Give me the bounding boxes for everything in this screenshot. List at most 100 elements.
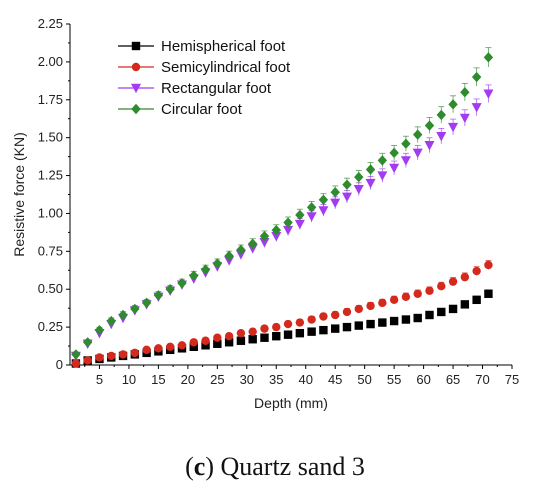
hemispherical-foot-point xyxy=(331,324,340,333)
hemispherical-foot-point xyxy=(437,307,446,317)
circular-foot-point xyxy=(436,109,446,121)
circular-foot-point xyxy=(259,230,270,242)
rectangular-foot-point xyxy=(400,156,411,166)
rectangular-foot-point xyxy=(259,238,270,248)
semicylindrical-foot-point xyxy=(130,348,140,358)
semicylindrical-foot-point xyxy=(142,345,151,355)
circular-foot-point xyxy=(212,258,223,269)
hemispherical-foot-point xyxy=(401,315,411,324)
semicylindrical-foot-point xyxy=(107,351,116,361)
semicylindrical-foot-point xyxy=(83,356,92,365)
semicylindrical-foot-point xyxy=(95,353,104,362)
semicylindrical-foot-point xyxy=(319,312,328,321)
caption-text: Quartz sand 3 xyxy=(213,452,365,481)
rectangular-foot-point xyxy=(412,148,423,159)
data-marks xyxy=(70,52,494,368)
circular-foot-point xyxy=(236,244,246,256)
semicylindrical-foot-point xyxy=(378,298,387,308)
semicylindrical-foot-point xyxy=(236,328,246,338)
semicylindrical-foot-point xyxy=(260,324,269,333)
circular-foot-point xyxy=(330,187,340,198)
y-tick-label: 0.25 xyxy=(38,319,63,334)
hemispherical-foot-point xyxy=(354,321,363,330)
hemispherical-foot-point xyxy=(425,310,434,320)
circular-foot-point xyxy=(153,290,164,301)
circular-foot-point xyxy=(130,303,140,315)
x-tick-label: 45 xyxy=(328,372,342,387)
semicylindrical-foot-point xyxy=(331,310,340,320)
hemispherical-foot-point xyxy=(389,316,399,326)
semicylindrical-foot-point xyxy=(389,295,399,305)
circular-foot-point xyxy=(165,284,175,295)
hemispherical-foot-point xyxy=(295,328,305,338)
caption-label: c xyxy=(193,452,206,481)
circular-foot-point xyxy=(271,224,281,236)
hemispherical-foot-point xyxy=(484,289,493,298)
y-tick-label: 2.25 xyxy=(38,16,63,31)
x-tick-label: 55 xyxy=(387,372,401,387)
x-tick-label: 40 xyxy=(298,372,312,387)
rectangular-foot-point xyxy=(341,192,352,202)
circular-foot-point xyxy=(141,297,152,309)
rectangular-foot-point xyxy=(365,178,376,189)
figure-caption: (c) Quartz sand 3 xyxy=(0,452,550,482)
circular-foot-point xyxy=(200,264,211,275)
y-tick-label: 0.75 xyxy=(38,243,63,258)
semicylindrical-foot-point xyxy=(248,327,257,336)
rectangular-foot-point xyxy=(283,225,294,236)
circular-foot-point xyxy=(295,209,305,221)
semicylindrical-foot-point xyxy=(413,289,422,298)
hemispherical-foot-point xyxy=(283,330,293,339)
hemispherical-foot-legend-marker xyxy=(131,41,141,51)
circular-foot-point xyxy=(189,270,199,281)
rectangular-foot-point xyxy=(306,212,317,222)
semicylindrical-foot-point xyxy=(472,266,481,276)
hemispherical-foot-point xyxy=(460,300,470,309)
hemispherical-foot-point xyxy=(378,318,387,327)
semicylindrical-foot-point xyxy=(295,318,305,327)
circular-foot-point xyxy=(94,324,105,336)
circular-foot-point xyxy=(224,250,234,262)
rectangular-foot-point xyxy=(377,171,388,181)
y-axis-title: Resistive force (KN) xyxy=(11,132,27,256)
hemispherical-foot-point xyxy=(224,338,234,347)
semicylindrical-foot-point xyxy=(366,301,375,311)
rectangular-foot-point xyxy=(471,103,482,113)
semicylindrical-foot-point xyxy=(177,341,187,350)
x-tick-label: 70 xyxy=(475,372,489,387)
rectangular-foot-point xyxy=(436,131,447,142)
rectangular-foot-point xyxy=(294,219,305,230)
semicylindrical-foot-point xyxy=(201,336,210,345)
circular-foot-point xyxy=(82,337,93,348)
hemispherical-foot-point xyxy=(260,333,269,342)
hemispherical-foot-point xyxy=(366,319,375,329)
rectangular-foot-point xyxy=(448,122,459,133)
y-tick-label: 2.00 xyxy=(38,54,63,69)
rectangular-foot-point xyxy=(459,113,470,124)
circular-foot-point xyxy=(106,315,116,327)
circular-foot-point xyxy=(471,71,482,83)
semicylindrical-foot-point xyxy=(307,315,316,324)
circular-foot-point xyxy=(460,87,470,98)
hemispherical-foot-point xyxy=(319,325,328,335)
circular-foot-point xyxy=(365,164,376,175)
circular-foot-legend-label: Circular foot xyxy=(161,101,243,118)
rectangular-foot-point xyxy=(483,89,494,99)
circular-foot-point xyxy=(118,309,128,321)
circular-foot-point xyxy=(448,99,458,110)
hemispherical-foot-point xyxy=(248,335,257,344)
x-tick-label: 30 xyxy=(240,372,254,387)
caption-close: ) xyxy=(205,452,214,481)
semicylindrical-foot-point xyxy=(213,333,222,342)
circular-foot-point xyxy=(306,202,317,213)
hemispherical-foot-point xyxy=(307,327,316,336)
x-tick-label: 65 xyxy=(446,372,460,387)
axes xyxy=(66,23,513,369)
rectangular-foot-point xyxy=(330,198,341,209)
rectangular-foot-point xyxy=(389,163,400,174)
hemispherical-foot-point xyxy=(201,341,210,350)
semicylindrical-foot-point xyxy=(224,332,234,341)
x-tick-label: 60 xyxy=(416,372,430,387)
chart: 0 0.25 0.50 0.75 1.00 1.25 1.50 1.75 2.00 2.25 5 10… xyxy=(11,16,519,411)
semicylindrical-foot-point xyxy=(165,342,175,352)
